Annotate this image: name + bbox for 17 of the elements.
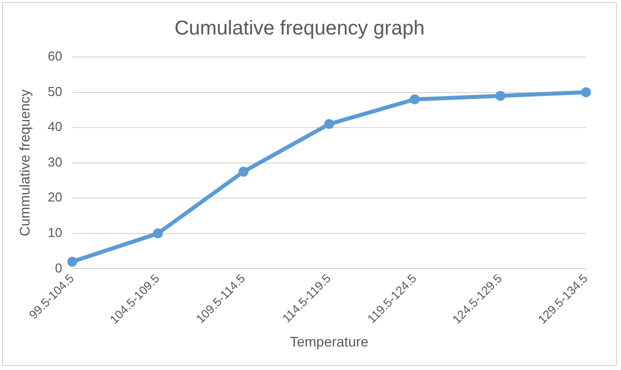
y-tick-label: 0	[55, 260, 62, 276]
chart-title: Cumulative frequency graph	[174, 18, 425, 40]
point	[238, 166, 249, 177]
y-axis-title: Cummulative frequency	[16, 89, 32, 236]
y-tick-label: 40	[48, 119, 62, 134]
point	[495, 90, 506, 101]
y-tick-label: 10	[48, 225, 62, 240]
point	[410, 94, 420, 104]
point	[67, 256, 78, 267]
point	[324, 119, 334, 130]
y-tick-label: 60	[48, 48, 62, 64]
y-tick-label: 20	[48, 190, 62, 205]
y-tick-label: 50	[48, 84, 62, 99]
point	[581, 87, 591, 98]
point	[152, 228, 163, 238]
y-tick-label: 30	[48, 154, 62, 170]
x-axis-title: Temperature	[290, 333, 369, 350]
